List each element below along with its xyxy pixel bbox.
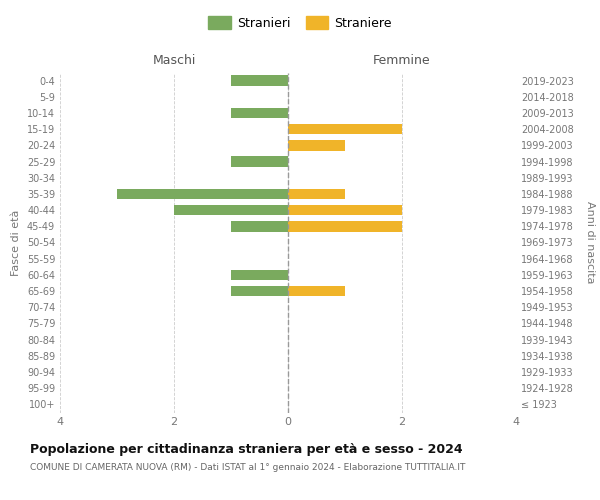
Y-axis label: Fasce di età: Fasce di età [11,210,21,276]
Bar [231,286,288,296]
Text: Popolazione per cittadinanza straniera per età e sesso - 2024: Popolazione per cittadinanza straniera p… [30,442,463,456]
Bar [288,140,345,150]
Bar [231,76,288,86]
Bar [174,205,288,216]
Bar [288,205,402,216]
Text: Femmine: Femmine [373,54,431,68]
Bar [231,156,288,167]
Bar [288,286,345,296]
Bar [231,221,288,232]
Bar [288,124,402,134]
Bar [231,108,288,118]
Bar [288,221,402,232]
Text: Maschi: Maschi [152,54,196,68]
Bar [231,270,288,280]
Bar [117,188,288,199]
Y-axis label: Anni di nascita: Anni di nascita [585,201,595,283]
Legend: Stranieri, Straniere: Stranieri, Straniere [203,11,397,35]
Text: COMUNE DI CAMERATA NUOVA (RM) - Dati ISTAT al 1° gennaio 2024 - Elaborazione TUT: COMUNE DI CAMERATA NUOVA (RM) - Dati IST… [30,462,466,471]
Bar [288,188,345,199]
